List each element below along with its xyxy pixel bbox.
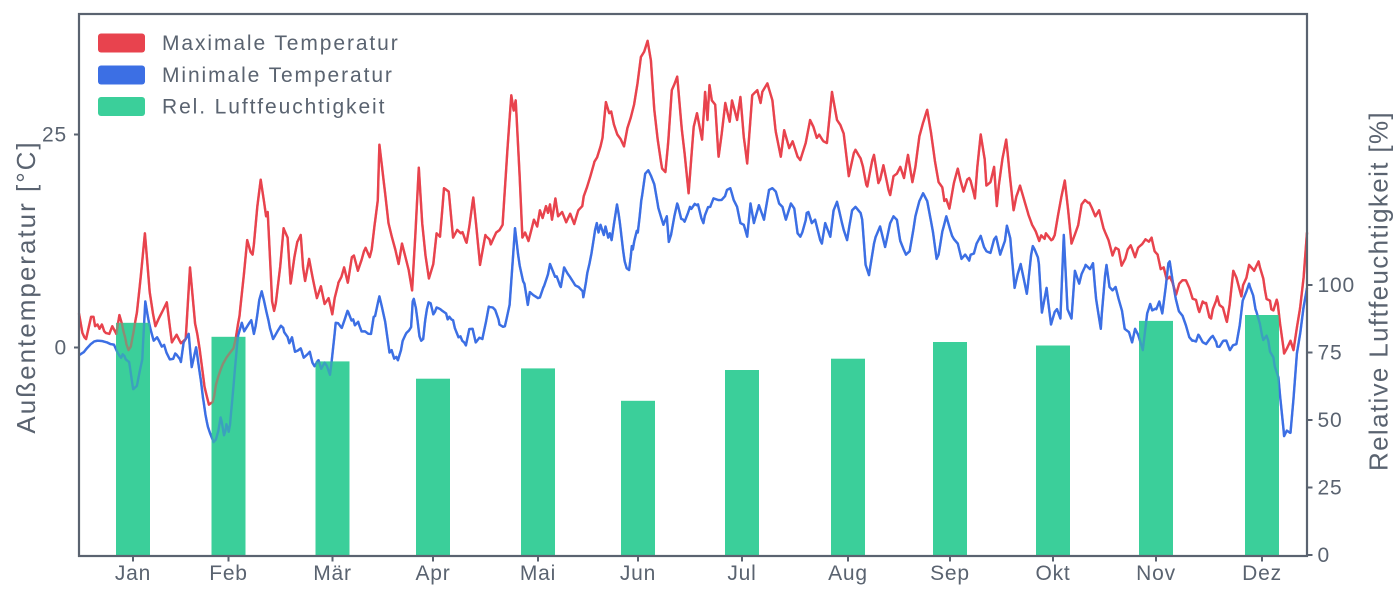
- svg-text:Außentemperatur [°C]: Außentemperatur [°C]: [11, 140, 41, 433]
- svg-text:Dez: Dez: [1242, 562, 1282, 585]
- svg-text:Mär: Mär: [313, 562, 352, 585]
- svg-text:Minimale Temperatur: Minimale Temperatur: [162, 64, 394, 87]
- svg-text:Aug: Aug: [828, 562, 868, 585]
- svg-text:100: 100: [1318, 274, 1355, 297]
- svg-text:50: 50: [1318, 409, 1343, 432]
- svg-text:75: 75: [1318, 342, 1343, 365]
- svg-text:25: 25: [42, 124, 67, 147]
- svg-text:Feb: Feb: [209, 562, 248, 585]
- svg-text:Jan: Jan: [115, 562, 151, 585]
- svg-text:Apr: Apr: [415, 562, 450, 585]
- svg-text:0: 0: [1318, 544, 1330, 567]
- svg-text:Nov: Nov: [1136, 562, 1176, 585]
- svg-text:25: 25: [1318, 477, 1343, 500]
- svg-text:Mai: Mai: [520, 562, 556, 585]
- svg-text:Rel. Luftfeuchtigkeit: Rel. Luftfeuchtigkeit: [162, 96, 386, 119]
- svg-text:Okt: Okt: [1035, 562, 1070, 585]
- svg-text:0: 0: [55, 337, 67, 360]
- svg-text:Relative Luftfeuchtigkeit [%]: Relative Luftfeuchtigkeit [%]: [1364, 111, 1394, 471]
- svg-text:Jun: Jun: [620, 562, 656, 585]
- svg-text:Maximale Temperatur: Maximale Temperatur: [162, 32, 400, 55]
- svg-text:Sep: Sep: [930, 562, 970, 585]
- svg-text:Jul: Jul: [727, 562, 756, 585]
